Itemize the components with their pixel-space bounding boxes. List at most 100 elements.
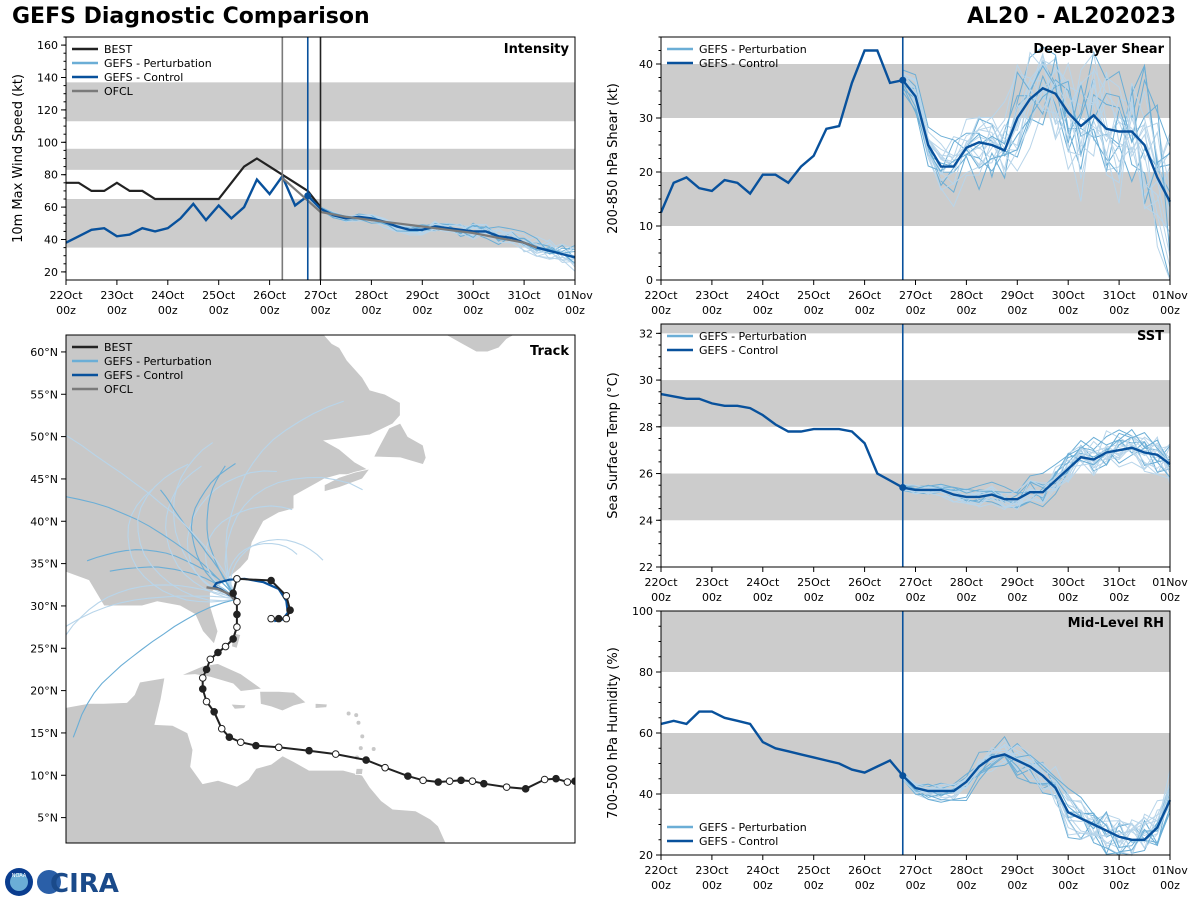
rh-xtick-label-hour: 00z	[855, 879, 875, 892]
sst-xtick-label-hour: 00z	[906, 591, 926, 604]
rh-perturbation-member	[902, 742, 1171, 841]
noaa-logo-text: NOAA	[12, 873, 27, 879]
track-best-point	[236, 738, 245, 747]
intensity-xtick-label-hour: 00z	[158, 304, 178, 317]
intensity-ytick-label: 100	[37, 136, 58, 149]
intensity-xtick-label-hour: 00z	[311, 304, 331, 317]
intensity-xtick-label-hour: 00z	[412, 304, 432, 317]
track-ytick-label: 5°N	[37, 812, 58, 825]
intensity-ytick-label: 40	[44, 234, 58, 247]
track-best-point	[282, 614, 291, 623]
sst-ytick-label: 26	[639, 468, 653, 481]
sst-xtick-label-hour: 00z	[957, 591, 977, 604]
sst-ytick-label: 32	[639, 327, 653, 340]
rh-title: Mid-Level RH	[1068, 616, 1164, 631]
sst-title: SST	[1137, 329, 1164, 344]
rh-xtick-label-hour: 00z	[753, 879, 773, 892]
shear-xtick-label-hour: 00z	[855, 304, 875, 317]
intensity-analysis-point	[304, 192, 312, 200]
shear-xtick-label-hour: 00z	[651, 304, 671, 317]
rh-xtick-label: 22Oct	[644, 864, 678, 877]
track-best	[201, 577, 575, 790]
intensity-xtick-label: 01Nov	[557, 289, 593, 302]
sst-band-0	[661, 473, 1170, 521]
track-legend-label: BEST	[104, 341, 132, 354]
land-cuba	[180, 663, 264, 692]
land-hispaniola	[259, 691, 307, 712]
track-best-point	[198, 685, 207, 693]
rh-ytick-label: 100	[632, 605, 653, 618]
shear-xtick-label-hour: 00z	[906, 304, 926, 317]
shear-xtick-label: 01Nov	[1152, 289, 1188, 302]
sst-xtick-label: 24Oct	[746, 576, 780, 589]
track-best-point	[233, 597, 241, 606]
sst-xtick-label: 31Oct	[1103, 576, 1137, 589]
sst-perturbation-member	[902, 442, 1171, 507]
shear-xtick-label-hour: 00z	[1109, 304, 1129, 317]
track-ytick-label: 25°N	[30, 642, 58, 655]
rh-xtick-label-hour: 00z	[1007, 879, 1027, 892]
track-perturbation-member	[66, 595, 237, 628]
track-best-point	[502, 783, 511, 791]
shear-xtick-label-hour: 00z	[804, 304, 824, 317]
track-ytick-label: 35°N	[30, 558, 58, 571]
track-best-point	[202, 697, 211, 706]
cira-logo-text: CIRA	[50, 869, 119, 899]
land-lesser-antilles	[356, 720, 361, 725]
shear-xtick-label-hour: 00z	[753, 304, 773, 317]
track-best-point	[267, 576, 275, 585]
sst-legend-label: GEFS - Perturbation	[699, 330, 807, 343]
land-south-america	[66, 677, 447, 843]
track-best-point	[468, 777, 477, 785]
intensity-series-ofcl	[281, 177, 538, 249]
shear-band-0	[661, 172, 1170, 226]
shear-xtick-label: 31Oct	[1103, 289, 1137, 302]
track-best-point	[434, 778, 443, 786]
rh-analysis-point	[899, 772, 907, 780]
intensity-xtick-label: 29Oct	[406, 289, 440, 302]
sst-xtick-label: 28Oct	[950, 576, 984, 589]
intensity-ytick-label: 60	[44, 201, 58, 214]
track-best-point	[362, 756, 370, 764]
sst-xtick-label: 01Nov	[1152, 576, 1188, 589]
track-best-point	[457, 776, 465, 785]
shear-title: Deep-Layer Shear	[1033, 42, 1164, 57]
sst-xtick-label: 30Oct	[1052, 576, 1086, 589]
rh-xtick-label-hour: 00z	[957, 879, 977, 892]
sst-xtick-label-hour: 00z	[855, 591, 875, 604]
track-ytick-label: 60°N	[30, 346, 58, 359]
intensity-xtick-label-hour: 00z	[209, 304, 229, 317]
shear-ytick-label: 30	[639, 112, 653, 125]
track-ytick-label: 50°N	[30, 431, 58, 444]
intensity-xtick-label: 22Oct	[49, 289, 83, 302]
land-lesser-antilles	[371, 747, 376, 752]
shear-xtick-label-hour: 00z	[1058, 304, 1078, 317]
intensity-xtick-label: 24Oct	[151, 289, 185, 302]
track-best-point	[233, 575, 241, 583]
page-title: GEFS Diagnostic Comparison	[12, 4, 370, 29]
intensity-xtick-label-hour: 00z	[107, 304, 127, 317]
rh-perturbation-member	[902, 755, 1171, 850]
track-best-point	[540, 775, 549, 784]
sst-legend-label: GEFS - Control	[699, 344, 778, 357]
track-best-point	[229, 589, 237, 598]
track-best-point	[217, 724, 226, 733]
track-best-point	[252, 741, 260, 750]
shear-ytick-label: 40	[639, 58, 653, 71]
intensity-xtick-label: 27Oct	[304, 289, 338, 302]
intensity-ytick-label: 80	[44, 169, 58, 182]
rh-legend-label: GEFS - Perturbation	[699, 821, 807, 834]
track-perturbation-member	[172, 442, 238, 600]
track-best-point	[445, 777, 454, 785]
track-perturbation-member	[66, 434, 238, 600]
track-best-point	[381, 763, 389, 772]
intensity-xtick-label: 31Oct	[508, 289, 542, 302]
intensity-ylabel: 10m Max Wind Speed (kt)	[11, 74, 26, 243]
land-lesser-antilles	[360, 734, 365, 739]
track-best-point	[521, 785, 530, 793]
sst-xtick-label: 27Oct	[899, 576, 933, 589]
shear-xtick-label: 25Oct	[797, 289, 831, 302]
shear-ytick-label: 20	[639, 166, 653, 179]
track-best-point	[274, 743, 283, 752]
sst-xtick-label-hour: 00z	[1160, 591, 1180, 604]
